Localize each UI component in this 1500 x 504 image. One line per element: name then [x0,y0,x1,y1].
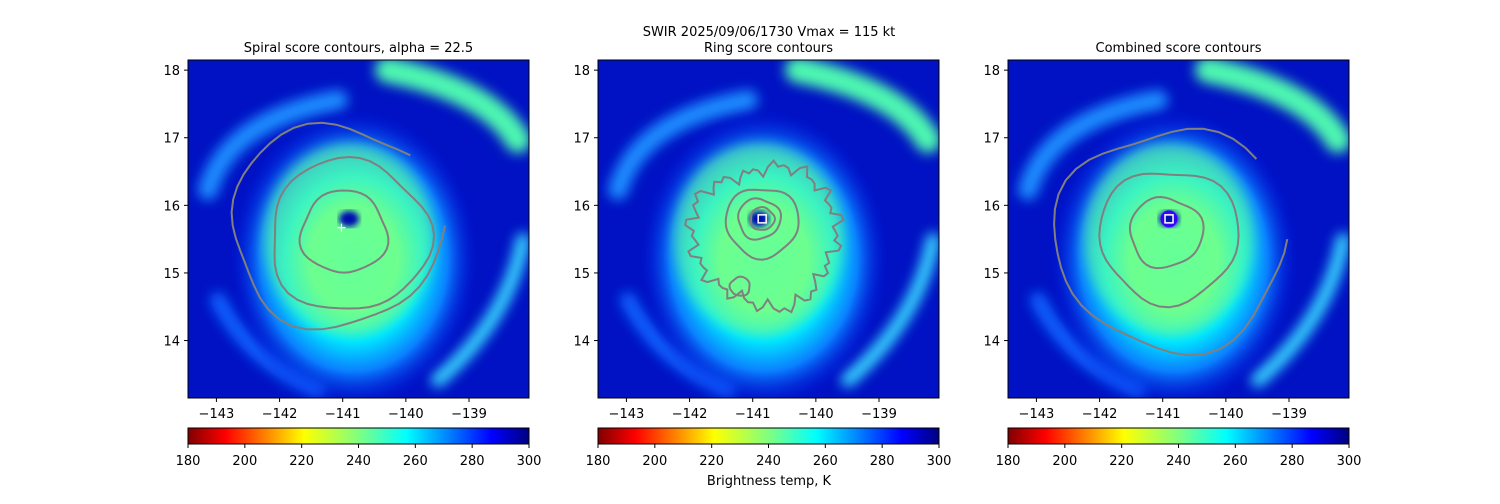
contour-line [737,197,783,241]
center-marker [757,214,767,224]
contour-line [728,275,751,297]
x-tick-label: −140 [388,407,424,422]
panel-1: Spiral score contours, alpha = 22.5 −143 −… [163,41,541,469]
x-tick-label: −140 [1208,407,1244,422]
colorbar [597,427,940,445]
x-tick-label: −143 [609,407,645,422]
axes-frame [1007,59,1350,399]
colorbar-tick-label: 280 [460,454,485,469]
y-tick-label: 15 [573,267,590,282]
colorbar-tick-label: 240 [756,454,781,469]
contour-line [724,188,800,261]
contour-line [750,205,776,231]
colorbar-tick-label: 300 [1337,454,1362,469]
brightness-field [1008,60,1349,398]
eye [339,210,360,227]
x-tick-label: −140 [798,407,834,422]
contour-line [1098,172,1240,309]
x-tick-label: −142 [1082,407,1118,422]
colorbar-tick-label: 220 [1109,454,1134,469]
center-marker [1164,214,1174,224]
center-circle [1160,210,1178,228]
contours [230,121,446,331]
colorbar-tick-label: 200 [642,454,667,469]
colorbar-tick-label: 280 [1280,454,1305,469]
colorbar [1007,427,1350,445]
y-tick-label: 18 [573,64,590,79]
x-tick-label: −139 [861,407,897,422]
x-tick-label: −141 [1145,407,1181,422]
colorbar-tick-label: 200 [232,454,257,469]
y-tick-label: 14 [573,335,590,350]
contour-line [684,159,845,314]
contour-line [230,121,446,331]
figure-title: SWIR 2025/09/06/1730 Vmax = 115 kt [643,25,896,40]
colorbar-tick-label: 300 [927,454,952,469]
colorbar-tick-label: 200 [1052,454,1077,469]
colorbar-tick-label: 180 [586,454,611,469]
center-marker [337,223,346,232]
colorbar-label: Brightness temp, K [707,474,832,489]
contour-line [273,155,436,310]
colorbar-tick-label: 220 [289,454,314,469]
contours [684,159,845,314]
contours [1053,127,1289,357]
y-tick-label: 18 [983,64,1000,79]
y-tick-label: 17 [983,132,1000,147]
colorbar-tick-label: 220 [699,454,724,469]
x-tick-label: −143 [1019,407,1055,422]
contour-line [1053,127,1289,357]
colorbar-tick-label: 240 [1166,454,1191,469]
y-tick-label: 15 [163,267,180,282]
colorbar [187,427,530,445]
panel-title: Combined score contours [1096,41,1262,56]
x-tick-label: −142 [262,407,298,422]
panel-title: Spiral score contours, alpha = 22.5 [244,41,473,56]
y-tick-label: 16 [983,199,1000,214]
y-tick-label: 17 [573,132,590,147]
x-tick-label: −143 [199,407,235,422]
panel-title: Ring score contours [704,41,833,56]
y-tick-label: 18 [163,64,180,79]
panel-3: Combined score contours −143 −142 −141 −140 −… [983,41,1361,469]
y-tick-label: 17 [163,132,180,147]
axes-frame [597,59,940,399]
contour-line [298,189,390,274]
x-tick-label: −139 [1271,407,1307,422]
brightness-field [188,60,529,398]
x-tick-label: −141 [735,407,771,422]
x-tick-label: −142 [672,407,708,422]
axes-frame [187,59,530,399]
x-tick-label: −139 [451,407,487,422]
colorbar-tick-label: 180 [996,454,1021,469]
y-tick-label: 14 [163,335,180,350]
brightness-field [598,60,939,398]
x-tick-label: −141 [325,407,361,422]
panel-2: Ring score contours −143 −142 −141 −140 −139 1… [573,41,951,469]
y-tick-label: 14 [983,335,1000,350]
y-tick-label: 16 [573,199,590,214]
y-tick-label: 16 [163,199,180,214]
colorbar-tick-label: 260 [813,454,838,469]
colorbar-tick-label: 280 [870,454,895,469]
y-tick-label: 15 [983,267,1000,282]
colorbar-tick-label: 260 [1223,454,1248,469]
colorbar-tick-label: 260 [403,454,428,469]
colorbar-tick-label: 300 [517,454,542,469]
colorbar-tick-label: 240 [346,454,371,469]
contour-line [1128,195,1205,270]
colorbar-tick-label: 180 [176,454,201,469]
